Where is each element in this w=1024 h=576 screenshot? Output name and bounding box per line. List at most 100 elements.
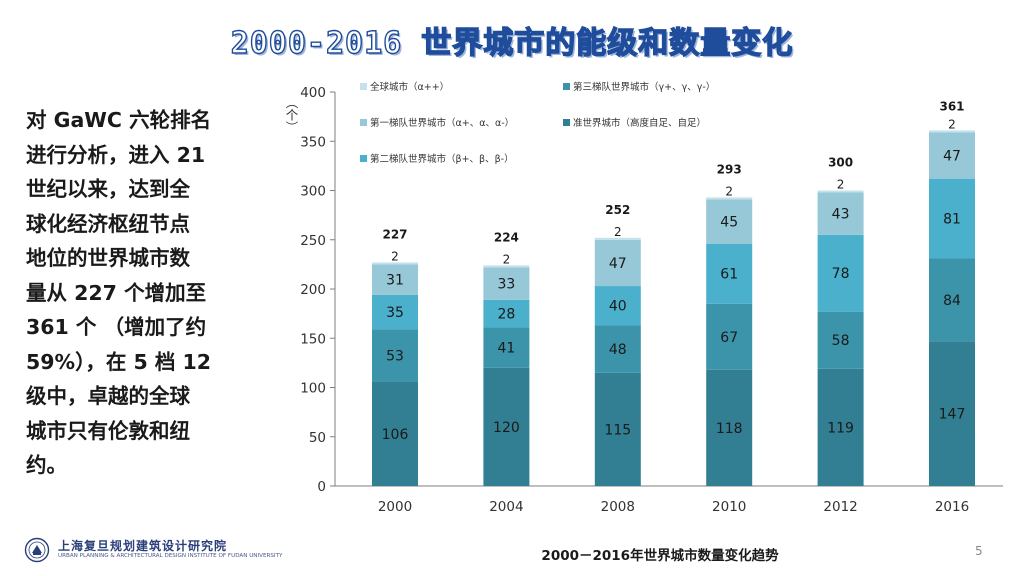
- data-label: 33: [497, 277, 515, 293]
- data-label: 81: [943, 212, 961, 228]
- bar-segment: [817, 234, 864, 312]
- data-label: 119: [827, 420, 854, 436]
- y-tick-label: 250: [300, 233, 326, 249]
- legend-swatch: [563, 83, 570, 90]
- data-label: 48: [609, 342, 627, 358]
- bar-segment: [817, 368, 864, 486]
- data-label: 67: [720, 330, 738, 346]
- bar-segment: [372, 329, 418, 382]
- total-label: 252: [605, 203, 630, 217]
- data-label: 118: [716, 421, 743, 437]
- data-label: 84: [943, 293, 961, 309]
- bar-segment: [372, 294, 418, 330]
- bar-segment: [929, 132, 975, 179]
- legend-label: 准世界城市（高度自足、自足）: [573, 117, 706, 129]
- data-label: 43: [832, 207, 850, 223]
- y-tick-label: 350: [300, 134, 326, 150]
- bar-segment: [929, 258, 975, 342]
- institute-logo: 上海复旦规划建筑设计研究院 URBAN PLANNING & ARCHITECT…: [24, 537, 282, 563]
- bar-segment: [372, 264, 418, 295]
- data-label: 2: [503, 252, 511, 266]
- total-label: 361: [939, 99, 964, 113]
- data-label: 2: [391, 249, 399, 263]
- x-tick-label: 2000: [378, 499, 412, 515]
- legend-label: 全球城市（α++）: [370, 81, 449, 93]
- data-label: 35: [386, 305, 404, 321]
- x-tick-label: 2012: [823, 499, 857, 515]
- total-label: 293: [717, 162, 742, 176]
- legend-label: 第二梯队世界城市（β+、β、β-）: [370, 153, 514, 165]
- y-tick-label: 200: [300, 282, 326, 298]
- total-label: 300: [828, 156, 853, 170]
- y-tick-label: 150: [300, 331, 326, 347]
- bar-segment: [594, 325, 641, 373]
- bar-segment: [706, 369, 753, 486]
- y-tick-label: 50: [309, 430, 326, 446]
- data-label: 47: [609, 256, 627, 272]
- bar-segment: [594, 237, 641, 240]
- bar-segment: [929, 130, 975, 133]
- logo-english-name: URBAN PLANNING & ARCHITECTURAL DESIGN IN…: [58, 553, 283, 559]
- data-label: 2: [837, 178, 845, 192]
- bar-segment: [594, 239, 641, 287]
- bar-segment: [483, 367, 530, 486]
- data-label: 106: [382, 427, 409, 443]
- x-tick-label: 2016: [935, 499, 969, 515]
- legend-label: 第一梯队世界城市（α+、α、α-）: [370, 117, 514, 129]
- page-number: 5: [975, 544, 983, 558]
- bar-segment: [817, 190, 864, 193]
- data-label: 115: [604, 422, 631, 438]
- bar-segment: [706, 197, 753, 200]
- y-tick-label: 300: [300, 184, 326, 200]
- bar-segment: [817, 192, 864, 235]
- legend-label: 第三梯队世界城市（γ+、γ、γ-）: [573, 81, 715, 93]
- bar-segment: [483, 267, 530, 300]
- bar-segment: [706, 303, 753, 370]
- data-label: 45: [720, 215, 738, 231]
- data-label: 28: [497, 307, 515, 323]
- bar-segment: [706, 199, 753, 244]
- data-label: 2: [725, 184, 733, 198]
- data-label: 78: [832, 266, 850, 282]
- bar-segment: [483, 299, 530, 328]
- legend-swatch: [563, 119, 570, 126]
- legend-swatch: [360, 155, 367, 162]
- data-label: 31: [386, 273, 404, 289]
- legend-swatch: [360, 119, 367, 126]
- data-label: 58: [832, 333, 850, 349]
- bar-segment: [483, 327, 530, 368]
- bar-segment: [706, 243, 753, 304]
- data-label: 2: [948, 117, 956, 131]
- summary-text: 对 GaWC 六轮排名 进行分析，进入 21 世纪以来，达到全 球化经济枢纽节点…: [26, 108, 212, 477]
- chart-caption: 2000－2016年世界城市数量变化趋势: [541, 548, 779, 564]
- y-tick-label: 100: [300, 381, 326, 397]
- slide-title: 2000-2016 世界城市的能级和数量变化: [230, 25, 794, 61]
- data-label: 47: [943, 149, 961, 165]
- data-label: 61: [720, 267, 738, 283]
- data-label: 41: [497, 341, 515, 357]
- bar-segment: [594, 372, 641, 486]
- total-label: 224: [494, 230, 519, 244]
- bar-segment: [929, 178, 975, 259]
- x-tick-label: 2008: [601, 499, 635, 515]
- bar-segment: [929, 341, 975, 486]
- x-tick-label: 2004: [489, 499, 523, 515]
- x-tick-label: 2010: [712, 499, 746, 515]
- y-tick-label: 0: [317, 479, 326, 495]
- data-label: 53: [386, 348, 404, 364]
- legend-swatch: [360, 83, 367, 90]
- fudan-emblem-icon: [24, 537, 50, 563]
- bar-segment: [483, 265, 530, 268]
- data-label: 2: [614, 225, 622, 239]
- y-axis-label: （个）: [284, 96, 299, 134]
- bar-segment: [817, 311, 864, 369]
- data-label: 147: [939, 407, 966, 423]
- bar-segment: [594, 286, 641, 326]
- bar-segment: [372, 262, 418, 265]
- logo-chinese-name: 上海复旦规划建筑设计研究院: [58, 539, 228, 553]
- bar-segment: [372, 381, 418, 486]
- total-label: 227: [382, 227, 407, 241]
- data-label: 40: [609, 299, 627, 315]
- data-label: 120: [493, 420, 520, 436]
